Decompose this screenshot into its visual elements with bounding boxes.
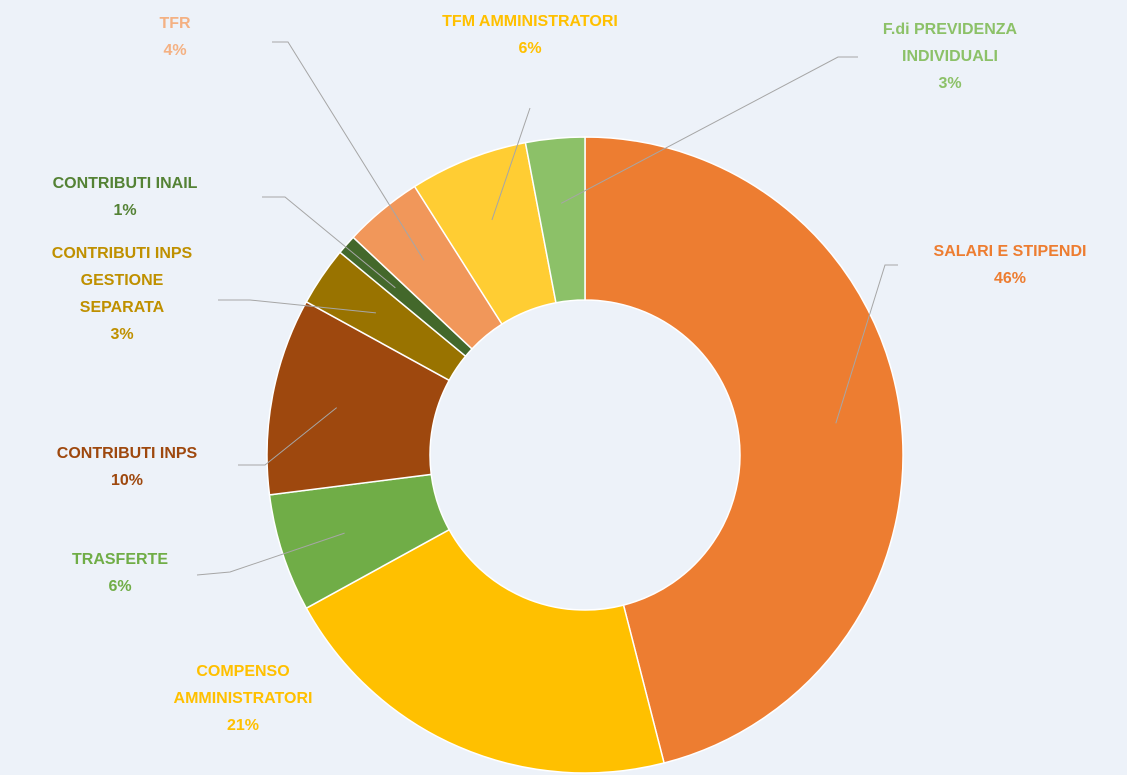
leader-line — [238, 407, 337, 466]
donut-segment — [584, 136, 904, 764]
data-label: CONTRIBUTI INAIL 1% — [10, 170, 240, 224]
data-label: SALARI E STIPENDI 46% — [895, 238, 1125, 292]
value-label: 3% — [938, 75, 962, 92]
data-label: CONTRIBUTI INPS 10% — [17, 440, 237, 494]
leader-line — [560, 56, 858, 204]
leader-line — [196, 532, 345, 576]
value-label: 21% — [226, 717, 260, 734]
value-label: 6% — [108, 578, 132, 595]
data-label: TFM AMMINISTRATORI 6% — [400, 8, 660, 62]
category-label: TFM AMMINISTRATORI — [442, 13, 618, 30]
category-label: F.di PREVIDENZA INDIVIDUALI — [882, 21, 1018, 65]
value-label: 1% — [113, 202, 137, 219]
leader-line — [491, 107, 531, 221]
donut-segment — [524, 136, 586, 304]
data-label: TFR 4% — [125, 10, 225, 64]
value-label: 3% — [110, 326, 134, 343]
value-label: 4% — [163, 42, 187, 59]
category-label: TFR — [159, 15, 191, 32]
value-label: 10% — [110, 472, 144, 489]
leader-line — [218, 299, 376, 314]
category-label: CONTRIBUTI INPS — [56, 445, 198, 462]
category-label: TRASFERTE — [72, 551, 168, 568]
donut-segment — [305, 528, 665, 774]
data-label: CONTRIBUTI INPS GESTIONE SEPARATA 3% — [42, 240, 202, 348]
category-label: CONTRIBUTI INAIL — [52, 175, 198, 192]
category-label: COMPENSO AMMINISTRATORI — [173, 663, 313, 707]
category-label: SALARI E STIPENDI — [933, 243, 1087, 260]
value-label: 46% — [993, 270, 1027, 287]
category-label: CONTRIBUTI INPS GESTIONE SEPARATA — [51, 245, 193, 316]
data-label: COMPENSO AMMINISTRATORI 21% — [153, 658, 333, 739]
value-label: 6% — [518, 40, 542, 57]
data-label: TRASFERTE 6% — [40, 546, 200, 600]
data-label: F.di PREVIDENZA INDIVIDUALI 3% — [855, 16, 1045, 97]
leader-line — [262, 196, 396, 289]
leader-line — [272, 41, 425, 261]
leader-line — [835, 264, 898, 424]
